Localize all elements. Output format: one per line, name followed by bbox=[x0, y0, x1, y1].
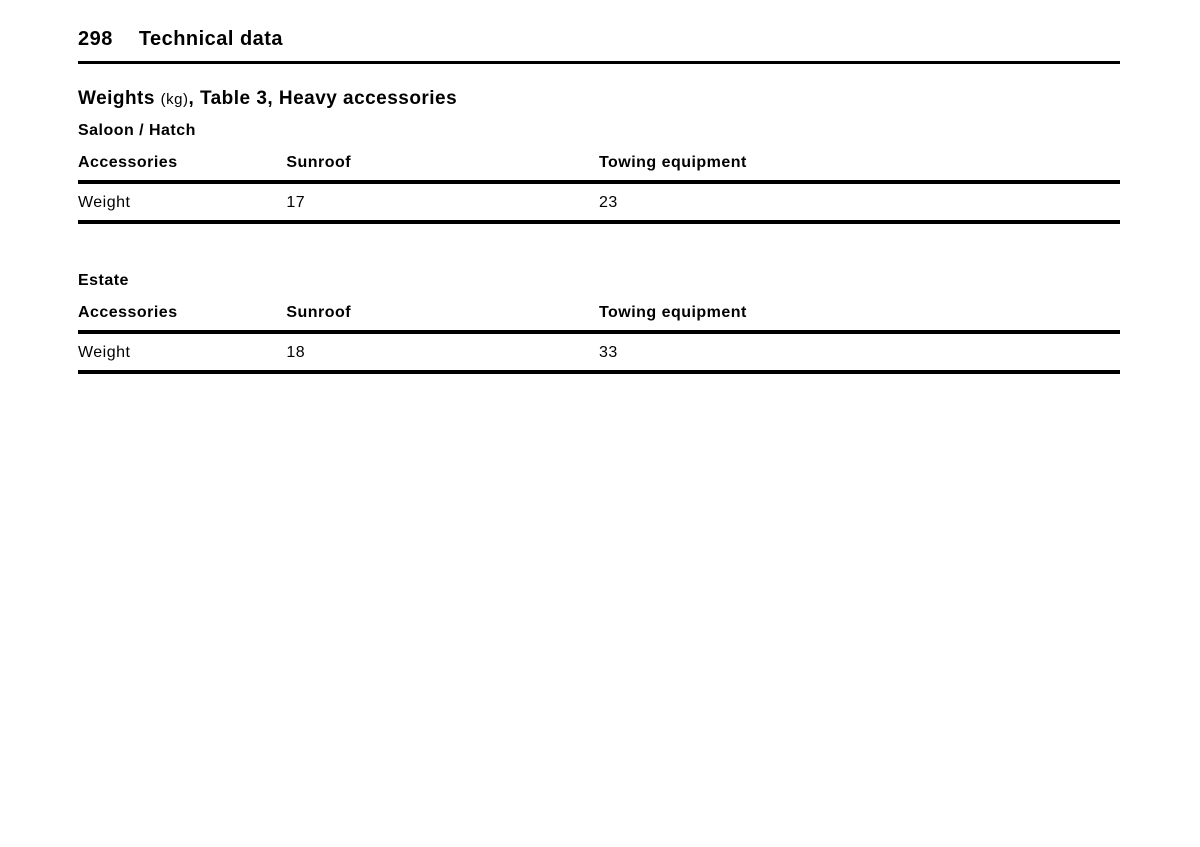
section-name: Technical data bbox=[139, 28, 283, 51]
column-header: Towing equipment bbox=[599, 298, 1120, 332]
cell-value: 18 bbox=[286, 332, 599, 372]
table-header-row: Accessories Sunroof Towing equipment bbox=[78, 148, 1120, 182]
section-title: Weights (kg), Table 3, Heavy accessories bbox=[78, 88, 1120, 110]
row-label: Weight bbox=[78, 332, 286, 372]
cell-value: 33 bbox=[599, 332, 1120, 372]
page-number: 298 bbox=[78, 28, 113, 51]
cell-value: 17 bbox=[286, 182, 599, 222]
section-unit: (kg) bbox=[161, 91, 189, 108]
section-title-suffix: , Table 3, Heavy accessories bbox=[188, 88, 457, 109]
subsection-title: Estate bbox=[78, 272, 1120, 290]
column-header: Accessories bbox=[78, 298, 286, 332]
section-title-prefix: Weights bbox=[78, 88, 155, 109]
table-header-row: Accessories Sunroof Towing equipment bbox=[78, 298, 1120, 332]
column-header: Towing equipment bbox=[599, 148, 1120, 182]
weights-table: Accessories Sunroof Towing equipment Wei… bbox=[78, 148, 1120, 224]
weights-table: Accessories Sunroof Towing equipment Wei… bbox=[78, 298, 1120, 374]
spacer bbox=[78, 224, 1120, 260]
subsection-title: Saloon / Hatch bbox=[78, 122, 1120, 140]
table-row: Weight 18 33 bbox=[78, 332, 1120, 372]
cell-value: 23 bbox=[599, 182, 1120, 222]
column-header: Sunroof bbox=[286, 298, 599, 332]
column-header: Sunroof bbox=[286, 148, 599, 182]
table-row: Weight 17 23 bbox=[78, 182, 1120, 222]
page-header: 298 Technical data bbox=[78, 28, 1120, 64]
page-container: 298 Technical data Weights (kg), Table 3… bbox=[0, 0, 1200, 847]
row-label: Weight bbox=[78, 182, 286, 222]
column-header: Accessories bbox=[78, 148, 286, 182]
